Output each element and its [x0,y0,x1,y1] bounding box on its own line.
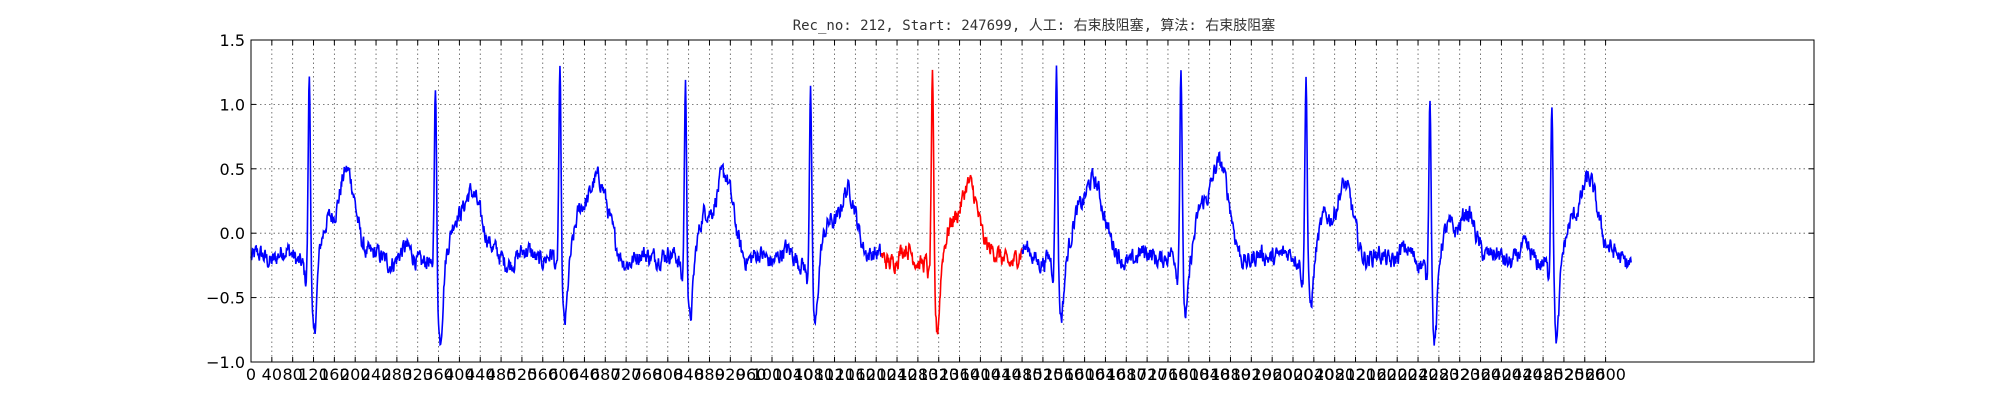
y-tick-label: 1.0 [220,95,245,114]
x-tick-label: 600 [548,365,579,384]
x-tick-label: 440 [465,365,496,384]
x-tick-label: 1280 [898,365,939,384]
y-tick-label: −0.5 [206,289,245,308]
x-tick-label: 1400 [960,365,1001,384]
x-tick-label: 1880 [1210,365,1251,384]
x-tick-label: 1480 [1002,365,1043,384]
x-tick-label: 2000 [1273,365,1314,384]
x-tick-label: 2120 [1335,365,1376,384]
x-tick-label: 2080 [1314,365,1355,384]
x-tick-label: 2320 [1439,365,1480,384]
x-tick-label: 2200 [1377,365,1418,384]
ecg-series-segment-normal [250,65,882,347]
x-tick-label: 760 [632,365,663,384]
x-tick-label: 240 [361,365,392,384]
x-tick-label: 1200 [856,365,897,384]
x-tick-label: 2480 [1523,365,1564,384]
x-tick-label: 1640 [1085,365,1126,384]
x-tick-label: 840 [673,365,704,384]
x-tick-label: 1920 [1231,365,1272,384]
x-tick-label: 1760 [1148,365,1189,384]
x-tick-label: 2160 [1356,365,1397,384]
x-tick-label: 280 [382,365,413,384]
x-tick-label: 800 [653,365,684,384]
x-tick-label: 2520 [1544,365,1585,384]
x-tick-label: 1560 [1043,365,1084,384]
y-axis-ticks: −1.0 −0.5 0.0 0.5 1.0 1.5 [206,31,1814,372]
x-tick-label: 520 [507,365,538,384]
x-tick-label: 1240 [877,365,918,384]
x-tick-label: 1440 [981,365,1022,384]
x-tick-label: 120 [298,365,329,384]
x-tick-label: 0 [246,365,256,384]
x-tick-label: 320 [402,365,433,384]
x-tick-label: 1080 [793,365,834,384]
y-tick-label: 0.5 [220,160,245,179]
ecg-series-segment-highlight [880,69,1023,335]
x-tick-label: 720 [611,365,642,384]
x-tick-label: 880 [694,365,725,384]
x-tick-label: 680 [590,365,621,384]
x-tick-label: 1960 [1252,365,1293,384]
ecg-trace [250,65,1632,347]
x-tick-label: 2240 [1398,365,1439,384]
x-tick-label: 1040 [772,365,813,384]
x-tick-label: 920 [715,365,746,384]
x-tick-label: 1600 [1064,365,1105,384]
x-tick-label: 1160 [835,365,876,384]
x-tick-label: 80 [283,365,303,384]
y-tick-label: 1.5 [220,31,245,50]
x-axis-ticks: 0 40 8012016020024028032036040044048052056… [246,40,1626,384]
x-tick-label: 200 [340,365,371,384]
chart-title: Rec_no: 212, Start: 247699, 人工: 右束肢阻塞, 算… [793,17,1276,34]
x-tick-label: 1840 [1189,365,1230,384]
x-tick-label: 1520 [1023,365,1064,384]
x-tick-label: 2440 [1502,365,1543,384]
x-tick-label: 360 [423,365,454,384]
x-tick-label: 1680 [1106,365,1147,384]
x-tick-label: 1800 [1168,365,1209,384]
x-tick-label: 1120 [814,365,855,384]
x-tick-label: 40 [262,365,282,384]
x-tick-label: 2280 [1419,365,1460,384]
x-tick-label: 2600 [1585,365,1626,384]
x-tick-label: 1320 [918,365,959,384]
x-tick-label: 2400 [1481,365,1522,384]
ecg-series-segment-normal [1021,65,1632,346]
x-tick-label: 640 [569,365,600,384]
x-tick-label: 2560 [1564,365,1605,384]
y-tick-label: 0.0 [220,224,245,243]
y-tick-label: −1.0 [206,353,245,372]
x-tick-label: 160 [319,365,350,384]
x-tick-label: 480 [486,365,517,384]
x-tick-label: 2040 [1293,365,1334,384]
x-tick-label: 1720 [1127,365,1168,384]
x-tick-label: 560 [527,365,558,384]
x-tick-label: 1360 [939,365,980,384]
plot-frame [250,39,1815,363]
x-tick-label: 1000 [752,365,793,384]
x-tick-label: 400 [444,365,475,384]
x-tick-label: 2360 [1460,365,1501,384]
x-tick-label: 960 [736,365,767,384]
